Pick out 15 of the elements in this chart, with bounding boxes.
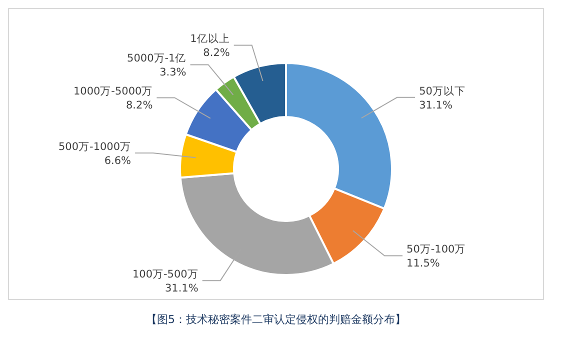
data-label: 31.1%: [164, 282, 198, 295]
data-label: 11.5%: [406, 258, 440, 270]
slice-label: 50万-100万: [406, 244, 466, 256]
data-label: 8.2%: [126, 100, 153, 112]
data-label: 8.2%: [203, 47, 230, 60]
text: 【图5：技术秘密案件二审认定侵权的判赔金额分布】: [145, 312, 407, 327]
slice-label: 500万-1000万: [58, 140, 132, 153]
slice-label: 1亿以上: [190, 32, 230, 46]
slice-label: 1000万-5000万: [73, 86, 153, 98]
slice-label: 50万以下: [419, 84, 466, 98]
slice-label: 5000万-1亿: [127, 52, 186, 65]
data-label: 6.6%: [104, 154, 132, 167]
data-label: 31.1%: [419, 99, 452, 112]
slice-label: 100万-500万: [132, 268, 198, 281]
data-label: 3.3%: [160, 66, 186, 79]
